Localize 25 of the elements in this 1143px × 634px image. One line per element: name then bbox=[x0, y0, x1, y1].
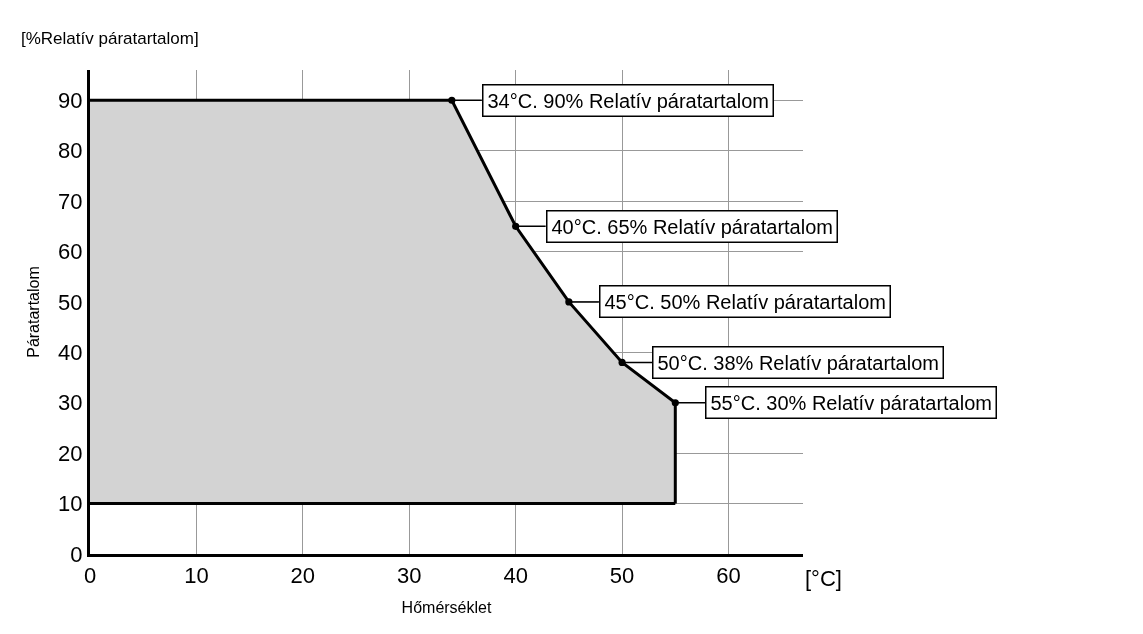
y-axis-title: Páratartalom bbox=[25, 266, 43, 358]
y-tick-label: 10 bbox=[58, 491, 83, 517]
y-tick-label: 70 bbox=[58, 188, 83, 214]
y-tick-label: 60 bbox=[58, 239, 83, 265]
y-tick-label: 40 bbox=[58, 340, 83, 366]
y-tick-label: 50 bbox=[58, 289, 83, 315]
x-tick-label: 20 bbox=[290, 563, 316, 589]
x-tick-label: 40 bbox=[503, 563, 528, 589]
annotation: 34°C. 90% Relatív páratartalom bbox=[487, 89, 769, 112]
x-tick-label: 50 bbox=[609, 563, 635, 589]
annotation: 45°C. 50% Relatív páratartalom bbox=[604, 290, 886, 313]
x-tick-label: 60 bbox=[716, 563, 741, 589]
annotation: 55°C. 30% Relatív páratartalom bbox=[710, 391, 992, 414]
y-tick-label: 80 bbox=[58, 138, 83, 164]
x-tick-label: 10 bbox=[184, 563, 209, 589]
y-tick-label: 0 bbox=[70, 541, 83, 567]
text: [%Relatív páratartalom] bbox=[21, 29, 199, 48]
y-tick-label: 20 bbox=[58, 440, 83, 466]
text: [°C] bbox=[805, 566, 842, 591]
annotation: 50°C. 38% Relatív páratartalom bbox=[657, 351, 939, 374]
y-tick-label: 90 bbox=[58, 87, 83, 113]
annotation: 40°C. 65% Relatív páratartalom bbox=[551, 215, 833, 238]
y-tick-label: 30 bbox=[58, 390, 83, 416]
x-axis-title: Hőmérséklet bbox=[401, 599, 492, 617]
x-tick-label: 30 bbox=[397, 563, 422, 589]
